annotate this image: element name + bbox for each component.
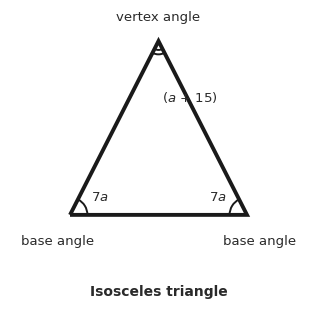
Text: base angle: base angle <box>21 235 94 248</box>
Text: Isosceles triangle: Isosceles triangle <box>90 285 227 299</box>
Text: $7a$: $7a$ <box>91 191 108 204</box>
Text: vertex angle: vertex angle <box>116 11 201 24</box>
Text: ($a$ + 15): ($a$ + 15) <box>162 90 217 106</box>
Text: $7a$: $7a$ <box>209 191 226 204</box>
Text: base angle: base angle <box>223 235 296 248</box>
